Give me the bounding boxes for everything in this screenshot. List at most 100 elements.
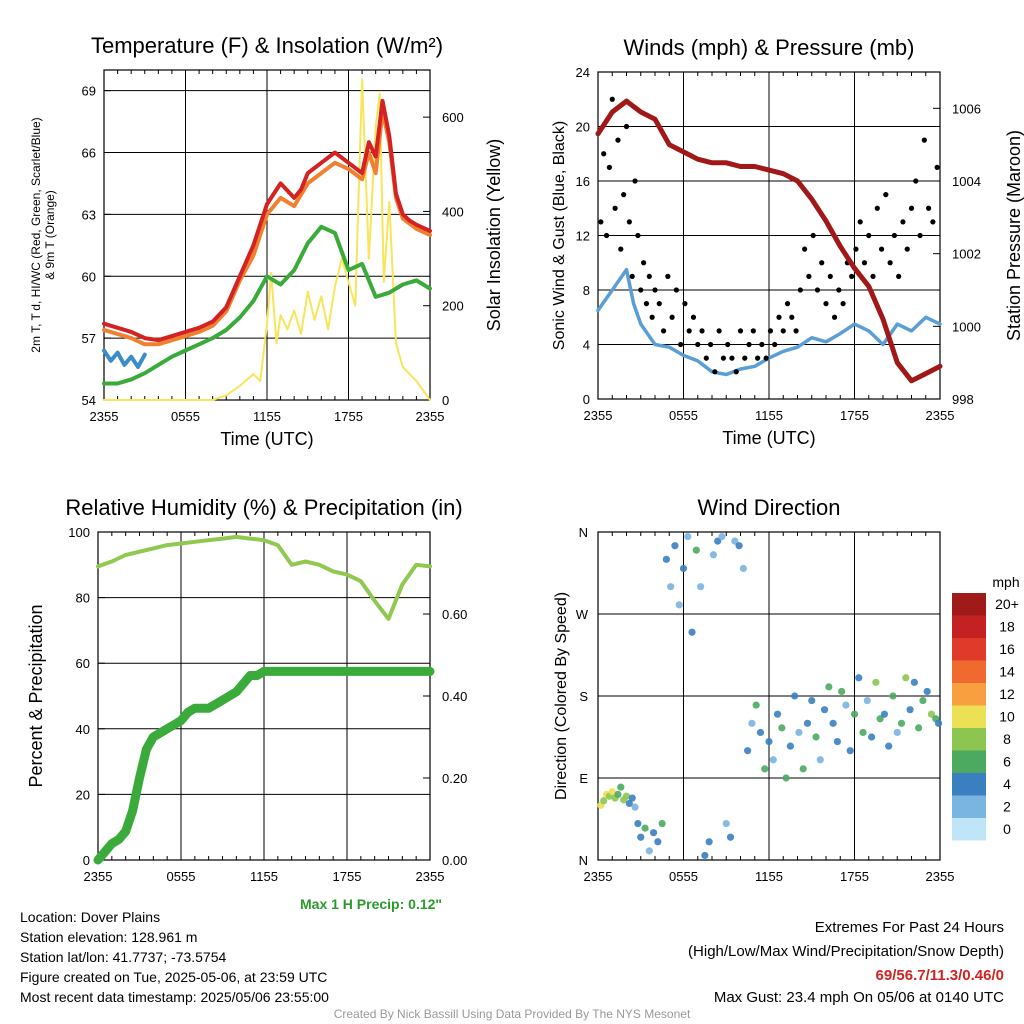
gust-point — [827, 273, 833, 279]
direction-point — [795, 728, 803, 737]
gust-point — [742, 355, 748, 361]
direction-point — [641, 824, 649, 832]
colorbar-label: 8 — [1003, 731, 1011, 747]
x-tick-label: 1155 — [755, 869, 783, 884]
direction-point — [816, 756, 824, 764]
direction-point — [927, 710, 936, 718]
x-tick-label: 1155 — [755, 408, 783, 423]
colorbar-swatch — [952, 705, 986, 728]
direction-point — [649, 829, 658, 837]
gust-point — [626, 219, 632, 225]
gust-point — [857, 219, 863, 225]
direction-point — [637, 833, 645, 841]
direction-point — [842, 701, 850, 709]
gust-point — [776, 314, 782, 320]
panel-temperature: 2355 0555 1155 1755 2355 Temperature (F) & In… — [29, 33, 504, 449]
gust-point — [772, 341, 778, 348]
y-tick-label: 60 — [82, 269, 96, 284]
windchill-line — [102, 348, 147, 369]
gust-point — [891, 232, 898, 239]
y-tick-label: 0 — [83, 853, 90, 868]
gust-point — [921, 137, 927, 143]
solar-line — [103, 78, 431, 401]
direction-point — [799, 765, 807, 773]
colorbar-label: 0 — [1003, 821, 1011, 837]
y2-tick-label: 998 — [952, 392, 974, 407]
direction-point — [625, 799, 633, 808]
gust-point — [746, 341, 752, 348]
direction-point — [744, 747, 752, 755]
y-axis-label-line: 2m T, T d, HI/WC (Red, Green, Scarlet/Bl… — [29, 117, 43, 352]
colorbar-label: 10 — [999, 709, 1015, 725]
colorbar-swatch — [952, 773, 986, 796]
direction-point — [782, 774, 790, 782]
gust-point — [682, 301, 688, 307]
gust-point — [623, 123, 630, 130]
direction-point — [645, 847, 653, 855]
direction-point — [934, 719, 943, 727]
y2-tick-label: 1006 — [952, 101, 981, 116]
direction-point — [671, 542, 679, 550]
direction-point — [692, 546, 700, 554]
chart-title: Temperature (F) & Insolation (W/m²) — [91, 33, 443, 58]
y2-tick-label: 1004 — [952, 174, 981, 189]
direction-point — [880, 710, 889, 718]
colorbar-label: 14 — [999, 664, 1015, 680]
gust-point — [635, 232, 641, 239]
direction-point — [748, 719, 756, 727]
x-tick-label: 1755 — [840, 869, 869, 884]
gust-point — [750, 328, 756, 334]
y-axis-label-line: & 9m T (Orange) — [43, 190, 57, 280]
gust-point — [819, 260, 825, 266]
y-tick-label: 40 — [76, 722, 90, 737]
gust-point — [643, 301, 650, 307]
y-tick-label: 60 — [76, 656, 90, 671]
y-tick-label: 54 — [82, 393, 96, 408]
gust-point — [660, 328, 667, 334]
y-axis-label: Direction (Colored By Speed) — [553, 592, 570, 800]
gust-point — [612, 205, 618, 211]
gust-point — [629, 273, 635, 279]
wind-line — [596, 267, 942, 377]
direction-point — [761, 765, 769, 773]
extremes-legend: (High/Low/Max Wind/Precipitation/Snow De… — [688, 943, 1004, 960]
gust-point — [720, 355, 727, 361]
direction-point — [684, 532, 692, 541]
recent-data-text: Most recent data timestamp: 2025/05/06 2… — [20, 989, 329, 1005]
x-tick-label: 2355 — [584, 408, 613, 423]
colorbar-swatch — [952, 660, 986, 683]
direction-point — [863, 696, 871, 705]
gust-point — [930, 219, 936, 225]
gust-point — [853, 246, 859, 252]
gust-point — [836, 287, 842, 293]
direction-point — [846, 747, 854, 755]
direction-point — [876, 715, 884, 723]
latlon-text: Station lat/lon: 41.7737; -73.5754 — [20, 949, 227, 965]
x-tick-label: 1155 — [250, 869, 278, 884]
gust-point — [669, 314, 675, 320]
direction-point — [705, 838, 713, 846]
colorbar-label: 2 — [1003, 799, 1011, 815]
y-tick-label: 20 — [76, 787, 90, 802]
y2-tick-label: 0.60 — [442, 607, 467, 622]
direction-point — [803, 719, 812, 727]
extremes-title: Extremes For Past 24 Hours — [814, 919, 1004, 936]
gust-point — [934, 164, 940, 170]
gust-point — [690, 314, 697, 320]
y2-tick-label: 1002 — [952, 247, 981, 262]
colorbar-swatch — [952, 795, 986, 818]
gust-point — [840, 301, 846, 307]
gust-point — [606, 164, 613, 170]
x-tick-label: 2355 — [926, 869, 955, 884]
gust-point — [601, 151, 607, 157]
direction-point — [675, 601, 683, 609]
direction-point — [631, 803, 639, 811]
gust-point — [823, 301, 829, 307]
x-tick-label: 1755 — [334, 409, 363, 424]
gust-point — [615, 137, 621, 143]
colorbar-label: 6 — [1003, 754, 1011, 770]
direction-point — [718, 532, 726, 541]
direction-point — [859, 728, 867, 737]
y-tick-label: 8 — [583, 283, 590, 298]
direction-point — [769, 756, 777, 764]
